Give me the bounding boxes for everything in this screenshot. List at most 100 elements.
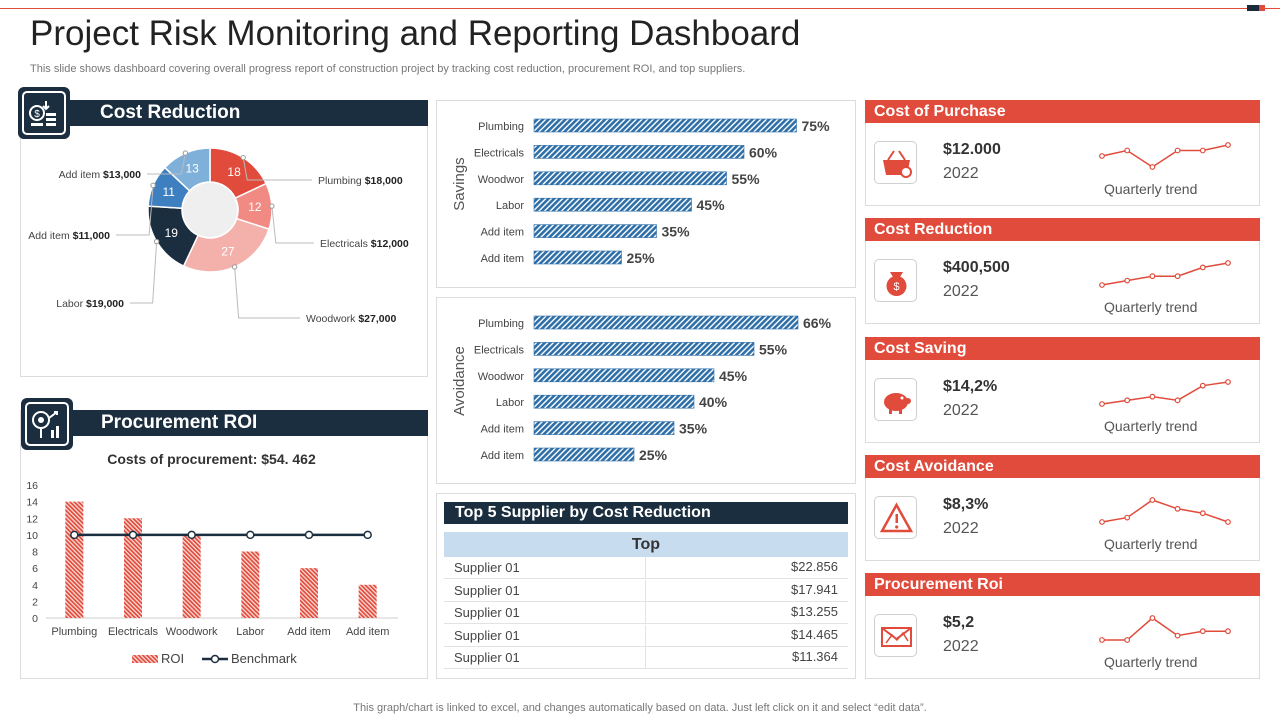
bar-category-label: Labor (496, 397, 524, 409)
bar-mark (533, 315, 799, 330)
sparkline-point (1199, 382, 1206, 389)
legend-benchmark-label: Benchmark (231, 651, 297, 666)
kpi-title: Procurement Roi (865, 573, 1260, 597)
donut-callout-label: Plumbing $18,000 (318, 175, 403, 187)
kpi-year: 2022 (943, 283, 979, 301)
bar-axis-label: Avoidance (451, 346, 468, 416)
roi-bar (124, 518, 142, 618)
sparkline-point (1225, 518, 1231, 525)
sparkline-point (1199, 147, 1206, 154)
procurement-roi-title: Procurement ROI (101, 412, 258, 433)
savings-bar-chart: Savings Plumbing 75% Electricals 60% Woodwor 5… (451, 118, 830, 266)
kpi-title: Cost Saving (865, 336, 1260, 360)
supplier-panel (436, 493, 856, 679)
donut-value-label: 18 (227, 165, 241, 179)
supplier-value: $17.941 (791, 581, 838, 597)
supplier-row-divider (645, 624, 646, 647)
top-rule (0, 8, 1280, 9)
donut-callout-dot (150, 182, 156, 189)
benchmark-point (246, 530, 255, 540)
supplier-table-title: Top 5 Supplier by Cost Reduction (444, 502, 848, 524)
benchmark-point (128, 530, 138, 540)
bar-category-label: Add item (481, 424, 524, 436)
warning-icon (874, 495, 917, 539)
roi-y-tick: 12 (26, 513, 38, 525)
kpi-year: 2022 (943, 519, 979, 537)
roi-bar (358, 584, 377, 618)
money-bag-icon: $ (874, 259, 917, 303)
bar-category-label: Add item (481, 227, 524, 239)
supplier-name: Supplier 01 (454, 605, 520, 620)
kpi-body: $12.000 2022 Quarterly trend (865, 123, 1260, 206)
roi-y-tick: 14 (26, 497, 38, 509)
supplier-row: Supplier 01 $11.364 (444, 647, 848, 669)
donut-value-label: 27 (221, 244, 235, 258)
corner-flag (1247, 5, 1265, 11)
sparkline-path (1101, 144, 1229, 168)
bar-value-label: 45% (697, 197, 726, 213)
money-stack-icon: $ (22, 91, 66, 135)
donut-callout-line (271, 206, 314, 244)
kpi-value: $5,2 (943, 614, 975, 632)
roi-y-tick: 4 (32, 580, 38, 592)
envelope-icon (874, 614, 917, 658)
kpi-sparkline (1099, 260, 1231, 289)
bar-value-label: 25% (639, 447, 668, 463)
supplier-name: Supplier 01 (454, 560, 520, 575)
gear-chart-icon (25, 402, 69, 446)
sparkline-point (1199, 510, 1206, 516)
sparkline-point (1174, 505, 1181, 512)
kpi-title: Cost Reduction (865, 218, 1260, 242)
bar-mark (533, 224, 657, 238)
roi-y-tick: 2 (32, 596, 38, 608)
sparkline-path (1101, 380, 1229, 405)
supplier-row-divider (645, 602, 646, 624)
donut-callout-label: Electricals $12,000 (320, 238, 409, 250)
sparkline-point (1099, 153, 1105, 159)
kpi-year: 2022 (943, 638, 979, 656)
donut-callout-dot (240, 154, 246, 161)
roi-y-tick: 8 (32, 547, 38, 559)
supplier-value: $14.465 (791, 626, 838, 642)
roi-x-tick: Add item (287, 626, 330, 638)
kpi-card: Procurement Roi $5,2 2022 Quarterly trend (865, 573, 1260, 680)
bar-category-label: Plumbing (478, 318, 524, 330)
roi-y-tick: 16 (26, 480, 38, 492)
donut-callout-dot (269, 203, 275, 209)
bar-category-label: Woodwor (478, 371, 525, 383)
bar-category-label: Woodwor (478, 174, 525, 186)
sparkline-point (1124, 397, 1131, 403)
donut-callout-line (147, 153, 186, 175)
bar-value-label: 35% (679, 421, 708, 437)
donut-value-label: 19 (165, 226, 179, 240)
sparkline-point (1099, 637, 1105, 644)
bar-axis-label: Savings (451, 157, 468, 210)
roi-y-tick: 6 (32, 563, 38, 575)
benchmark-point (363, 530, 372, 540)
roi-bar (241, 551, 260, 618)
sparkline-point (1124, 514, 1131, 521)
supplier-value: $22.856 (791, 559, 838, 574)
donut-chart: 18 12 27 19 11 13 Plumbing $18,000 Electricals… (28, 147, 409, 325)
legend-benchmark-marker (210, 654, 220, 664)
donut-callout-label: Woodwork $27,000 (306, 313, 396, 325)
roi-x-tick: Woodwork (166, 626, 218, 638)
benchmark-point (70, 530, 79, 540)
kpi-body: $14,2% 2022 Quarterly trend (865, 359, 1260, 443)
legend-roi-swatch (132, 655, 158, 663)
bar-category-label: Labor (496, 200, 524, 212)
kpi-title: Cost of Purchase (865, 100, 1260, 123)
sparkline-point (1124, 147, 1131, 154)
kpi-body: $5,2 2022 Quarterly trend (865, 596, 1260, 680)
roi-x-tick: Labor (236, 626, 264, 638)
roi-bar (65, 501, 84, 618)
sparkline-point (1149, 273, 1156, 280)
kpi-card: Cost of Purchase $12.000 2022 Quarterly tre… (865, 100, 1260, 206)
sparkline-point (1174, 397, 1181, 403)
bar-mark (533, 368, 715, 383)
piggy-bank-icon (874, 377, 917, 421)
supplier-name: Supplier 01 (454, 627, 520, 643)
donut-slice-6 (163, 147, 211, 192)
donut-callout-line (234, 266, 300, 319)
sparkline-point (1149, 496, 1156, 503)
